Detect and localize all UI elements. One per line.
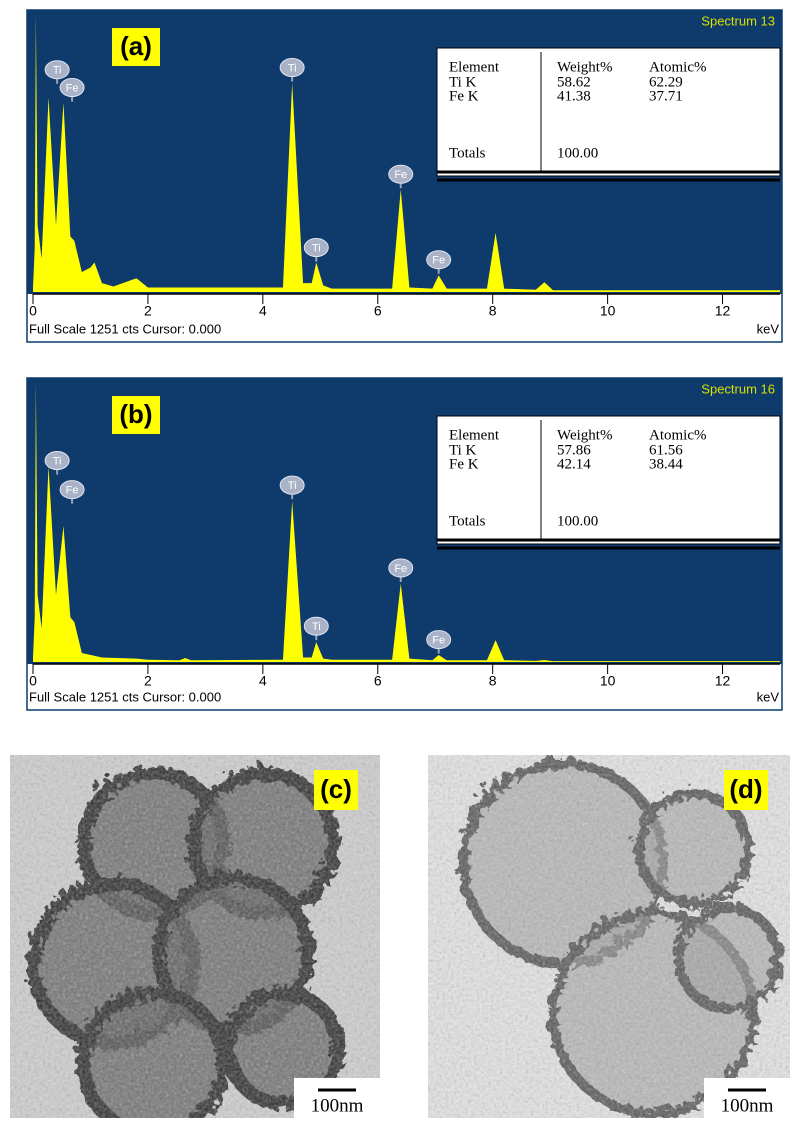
scale-bar-label: 100nm — [721, 1095, 774, 1116]
x-tick-label: 10 — [600, 303, 616, 319]
x-tick-label: 0 — [29, 673, 37, 689]
table-cell: Totals — [449, 145, 486, 161]
table-cell: 42.14 — [557, 456, 591, 472]
annotation-label: Ti — [53, 455, 62, 467]
x-tick-label: 4 — [259, 303, 267, 319]
x-tick-label: 6 — [374, 303, 382, 319]
table-cell: 100.00 — [557, 145, 598, 161]
annotation-label: Fe — [432, 635, 445, 647]
table-cell: Atomic% — [649, 59, 707, 75]
annotation-label: Ti — [288, 480, 297, 492]
table-cell: Fe K — [449, 456, 479, 472]
table-cell: Atomic% — [649, 427, 707, 443]
annotation-label: Ti — [53, 65, 62, 77]
x-tick-label: 8 — [489, 303, 497, 319]
table-cell: Fe K — [449, 88, 479, 104]
annotation-label: Ti — [312, 621, 321, 633]
x-unit: keV — [757, 321, 780, 336]
panel-label: (d) — [729, 774, 762, 804]
table-cell: Element — [449, 59, 500, 75]
spectrum-title: Spectrum 13 — [701, 13, 775, 28]
footer: Full Scale 1251 cts Cursor: 0.000 — [29, 689, 221, 704]
annotation-label: Fe — [66, 485, 79, 497]
figure-canvas: Spectrum 13 0 2 4 6 8 10 12 Full Scale 1251 cts … — [0, 0, 796, 1124]
panel-label: (c) — [320, 774, 352, 804]
x-tick-label: 0 — [29, 303, 37, 319]
panel-label: (a) — [120, 31, 152, 61]
x-tick-label: 10 — [600, 673, 616, 689]
x-tick-label: 12 — [715, 303, 731, 319]
x-tick-label: 4 — [259, 673, 267, 689]
table-cell: 41.38 — [557, 88, 591, 104]
x-tick-label: 12 — [715, 673, 731, 689]
x-unit: keV — [757, 689, 780, 704]
x-tick-label: 6 — [374, 673, 382, 689]
table-cell: Weight% — [557, 427, 612, 443]
x-tick-label: 8 — [489, 673, 497, 689]
table-cell: Element — [449, 427, 500, 443]
annotation-label: Ti — [312, 242, 321, 254]
table-cell: Totals — [449, 513, 486, 529]
table-cell: 37.71 — [649, 88, 683, 104]
scale-bar-label: 100nm — [311, 1095, 364, 1116]
figure: Spectrum 13 0 2 4 6 8 10 12 Full Scale 1251 cts … — [0, 0, 796, 1124]
tem-image-c — [10, 755, 380, 1124]
annotation-label: Fe — [394, 563, 407, 575]
table-cell: 100.00 — [557, 513, 598, 529]
footer: Full Scale 1251 cts Cursor: 0.000 — [29, 321, 221, 336]
annotation-label: Fe — [66, 82, 79, 94]
annotation-label: Ti — [288, 62, 297, 74]
annotation-label: Fe — [432, 255, 445, 267]
table-cell: 38.44 — [649, 456, 683, 472]
spectrum-title: Spectrum 16 — [701, 381, 775, 396]
table-cell: Weight% — [557, 59, 612, 75]
annotation-label: Fe — [394, 169, 407, 181]
x-tick-label: 2 — [144, 303, 152, 319]
x-tick-label: 2 — [144, 673, 152, 689]
panel-label: (b) — [119, 399, 152, 429]
